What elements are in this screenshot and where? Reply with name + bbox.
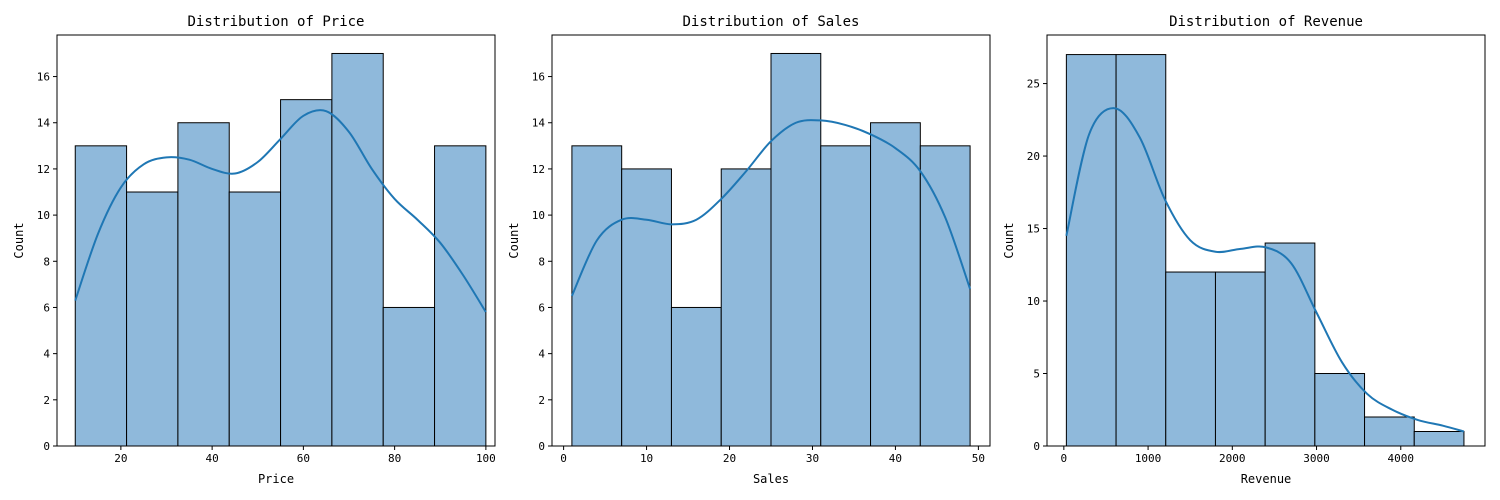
histogram-bar xyxy=(571,145,623,447)
y-tick-label: 8 xyxy=(43,255,50,268)
x-tick-label: 80 xyxy=(388,452,401,465)
histogram-bar xyxy=(820,145,872,447)
histogram-bar xyxy=(1314,373,1366,447)
histogram-bar xyxy=(1214,271,1266,447)
histogram-bar xyxy=(1165,271,1216,447)
x-tick-label: 60 xyxy=(297,452,310,465)
histogram-bar xyxy=(770,52,822,447)
x-tick-label: 2000 xyxy=(1219,452,1246,465)
x-tick-label: 10 xyxy=(640,452,653,465)
histogram-bar xyxy=(670,306,722,447)
y-tick-label: 0 xyxy=(1033,440,1040,453)
chart-title: Distribution of Revenue xyxy=(1169,14,1363,30)
histogram-bar xyxy=(228,191,282,447)
x-tick-label: 20 xyxy=(723,452,736,465)
chart-panel-1: 20 40 60 80 100 0 2 4 6 8 10 12 14 16 Distribution of … xyxy=(12,14,496,486)
y-tick-label: 10 xyxy=(532,209,545,222)
histogram-bar xyxy=(434,145,487,447)
x-axis-label: Sales xyxy=(753,472,789,486)
y-tick-label: 0 xyxy=(538,440,545,453)
y-tick-label: 14 xyxy=(532,117,546,130)
y-tick-label: 6 xyxy=(43,301,50,314)
histogram-bar xyxy=(720,168,772,447)
y-tick-label: 12 xyxy=(532,163,545,176)
histogram-bar xyxy=(1264,242,1316,447)
y-tick-label: 12 xyxy=(37,163,50,176)
histogram-bar xyxy=(126,191,179,447)
x-tick-label: 0 xyxy=(560,452,567,465)
y-axis-label: Count xyxy=(12,222,26,258)
histogram-bar xyxy=(280,99,333,447)
chart-panel-3: 0 1000 2000 3000 4000 0 5 10 15 20 25 Distribution … xyxy=(1002,14,1486,486)
y-tick-label: 0 xyxy=(43,440,50,453)
y-tick-label: 2 xyxy=(43,394,50,407)
histogram-bar xyxy=(870,122,921,447)
histogram-bar xyxy=(1065,54,1117,447)
histogram-bar xyxy=(74,145,128,447)
histogram-bar xyxy=(177,122,230,447)
y-tick-label: 5 xyxy=(1033,368,1040,381)
y-tick-label: 25 xyxy=(1027,78,1040,91)
x-tick-label: 1000 xyxy=(1135,452,1162,465)
chart-title: Distribution of Sales xyxy=(682,14,859,30)
kde-line xyxy=(1065,107,1465,433)
x-axis-label: Price xyxy=(258,472,294,486)
y-tick-label: 20 xyxy=(1027,150,1040,163)
y-axis-label: Count xyxy=(507,222,521,258)
y-tick-label: 10 xyxy=(37,209,50,222)
x-tick-label: 0 xyxy=(1061,452,1068,465)
chart-title: Distribution of Price xyxy=(187,14,364,30)
y-tick-label: 16 xyxy=(37,71,50,84)
histogram-bar xyxy=(621,168,672,447)
axes-frame xyxy=(56,34,496,447)
x-tick-label: 30 xyxy=(806,452,819,465)
histogram-bar xyxy=(1413,431,1465,447)
y-axis-label: Count xyxy=(1002,222,1016,258)
y-tick-label: 4 xyxy=(43,348,50,361)
histogram-bar xyxy=(919,145,971,447)
y-tick-label: 4 xyxy=(538,348,545,361)
y-tick-label: 16 xyxy=(532,71,545,84)
chart-panel-2: 0 10 20 30 40 50 0 2 4 6 8 10 12 14 16 Distribution of … xyxy=(507,14,991,486)
x-axis-label: Revenue xyxy=(1241,472,1292,486)
histogram-bar xyxy=(331,52,384,447)
y-tick-label: 14 xyxy=(37,117,51,130)
x-tick-label: 3000 xyxy=(1303,452,1330,465)
x-tick-label: 50 xyxy=(972,452,985,465)
x-tick-label: 40 xyxy=(889,452,902,465)
x-tick-label: 4000 xyxy=(1388,452,1415,465)
x-tick-label: 40 xyxy=(206,452,219,465)
histogram-bar xyxy=(1364,416,1415,447)
histogram-bar xyxy=(1115,54,1167,447)
x-tick-label: 20 xyxy=(114,452,127,465)
axes-frame xyxy=(1046,34,1486,447)
x-tick-label: 100 xyxy=(476,452,496,465)
kde-line xyxy=(74,109,487,313)
y-tick-label: 15 xyxy=(1027,223,1040,236)
kde-line xyxy=(570,119,972,297)
y-tick-label: 10 xyxy=(1027,295,1040,308)
y-tick-label: 8 xyxy=(538,255,545,268)
histogram-bar xyxy=(382,306,436,447)
y-tick-label: 2 xyxy=(538,394,545,407)
axes-frame xyxy=(551,34,991,447)
y-tick-label: 6 xyxy=(538,301,545,314)
